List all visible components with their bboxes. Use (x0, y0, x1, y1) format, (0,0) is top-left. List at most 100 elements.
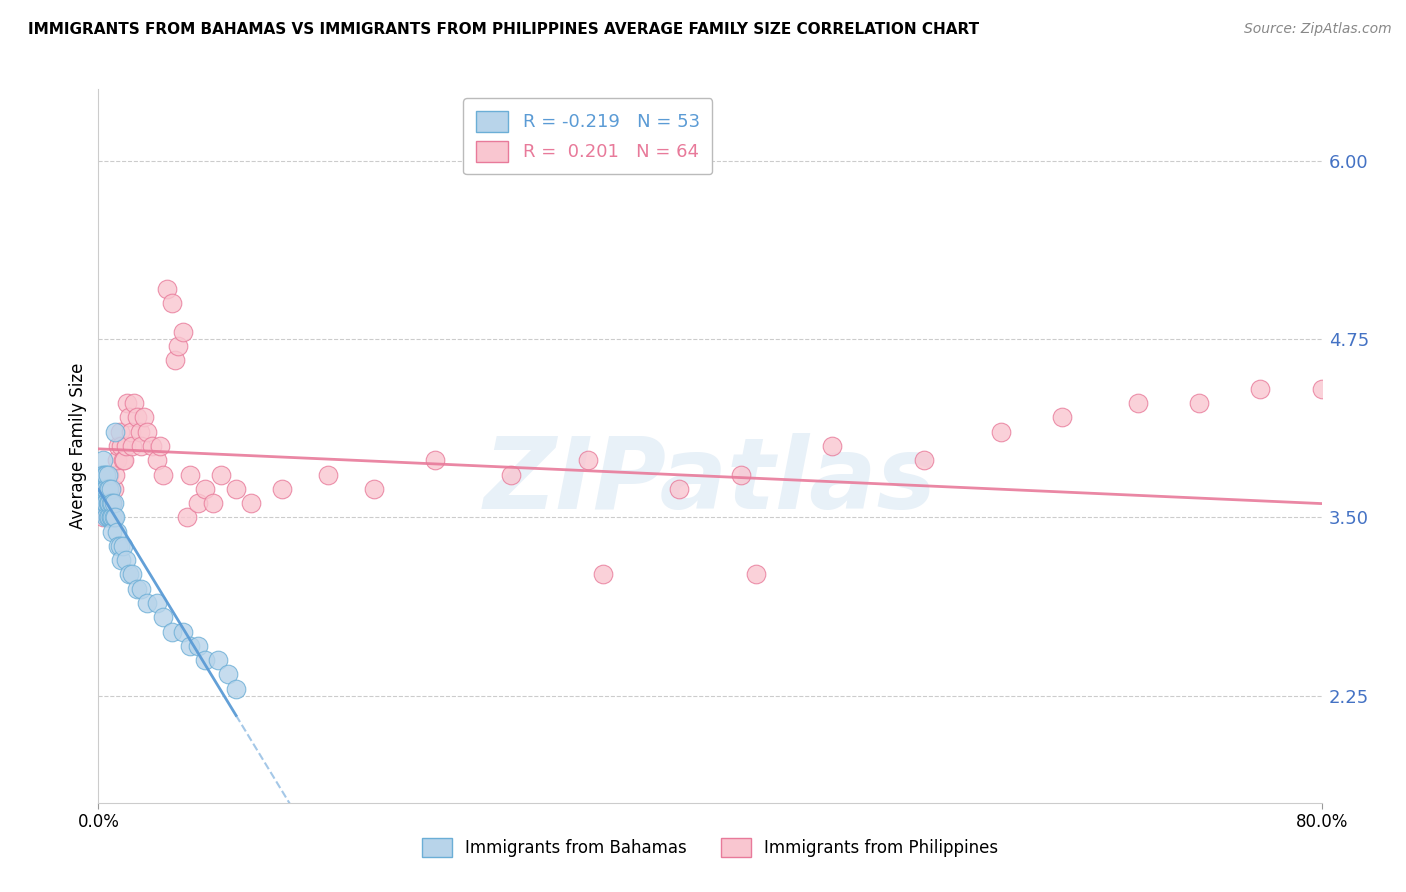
Point (100, 510, 122, 524)
Point (1188, 396, 1211, 410)
Point (101, 496, 124, 510)
Point (152, 467, 174, 482)
Point (90, 467, 112, 482)
Point (125, 410, 148, 425)
Point (121, 567, 143, 582)
Point (98, 482, 121, 496)
Point (156, 282, 179, 296)
Point (141, 439, 163, 453)
Legend: Immigrants from Bahamas, Immigrants from Philippines: Immigrants from Bahamas, Immigrants from… (413, 830, 1007, 866)
Point (1310, 382, 1333, 396)
Point (101, 496, 124, 510)
Point (1050, 410, 1073, 425)
Point (316, 467, 339, 482)
Point (209, 467, 232, 482)
Point (98, 496, 121, 510)
Point (100, 482, 122, 496)
Point (167, 339, 190, 353)
Point (104, 510, 127, 524)
Point (91, 510, 114, 524)
Point (90, 496, 112, 510)
Point (423, 453, 446, 467)
Point (187, 639, 209, 653)
Point (136, 596, 159, 610)
Point (129, 439, 152, 453)
Point (94, 482, 117, 496)
Point (125, 582, 148, 596)
Point (103, 496, 125, 510)
Point (1128, 396, 1150, 410)
Point (93, 482, 115, 496)
Point (202, 496, 225, 510)
Text: Source: ZipAtlas.com: Source: ZipAtlas.com (1244, 22, 1392, 37)
Point (1386, 710, 1406, 724)
Point (160, 296, 183, 310)
Point (101, 510, 124, 524)
Point (104, 467, 127, 482)
Point (115, 553, 138, 567)
Point (115, 439, 138, 453)
Point (93, 496, 115, 510)
Point (592, 567, 614, 582)
Point (149, 439, 172, 453)
Point (128, 425, 150, 439)
Point (501, 467, 523, 482)
Point (730, 467, 752, 482)
Point (1249, 382, 1271, 396)
Point (122, 396, 145, 410)
Point (129, 582, 152, 596)
Point (136, 425, 159, 439)
Point (240, 496, 263, 510)
Point (110, 439, 132, 453)
Point (91, 467, 114, 482)
Point (94, 482, 117, 496)
Point (194, 653, 217, 667)
Point (108, 425, 131, 439)
Point (91, 453, 114, 467)
Point (120, 425, 142, 439)
Point (134, 410, 156, 425)
Point (187, 496, 209, 510)
Point (990, 425, 1012, 439)
Point (98, 467, 121, 482)
Point (97, 467, 120, 482)
Point (179, 467, 201, 482)
Point (100, 496, 122, 510)
Point (101, 524, 124, 539)
Point (97, 482, 120, 496)
Y-axis label: Average Family Size: Average Family Size (69, 363, 87, 529)
Point (97, 496, 120, 510)
Point (912, 453, 935, 467)
Point (89, 482, 111, 496)
Point (172, 624, 194, 639)
Point (1341, 696, 1364, 710)
Point (225, 681, 247, 696)
Point (93, 467, 115, 482)
Point (172, 325, 194, 339)
Point (108, 539, 131, 553)
Point (207, 653, 229, 667)
Point (111, 539, 134, 553)
Point (118, 410, 141, 425)
Point (117, 396, 139, 410)
Point (176, 510, 198, 524)
Point (225, 482, 247, 496)
Point (668, 482, 690, 496)
Text: ZIPatlas: ZIPatlas (484, 434, 936, 530)
Point (105, 524, 128, 539)
Point (105, 453, 128, 467)
Point (97, 496, 120, 510)
Point (104, 425, 127, 439)
Point (91, 482, 114, 496)
Point (152, 610, 174, 624)
Point (179, 639, 201, 653)
Point (94, 467, 117, 482)
Point (103, 510, 125, 524)
Point (97, 510, 120, 524)
Point (745, 567, 768, 582)
Point (145, 453, 167, 467)
Point (576, 453, 599, 467)
Point (107, 539, 129, 553)
Point (100, 482, 122, 496)
Point (112, 453, 135, 467)
